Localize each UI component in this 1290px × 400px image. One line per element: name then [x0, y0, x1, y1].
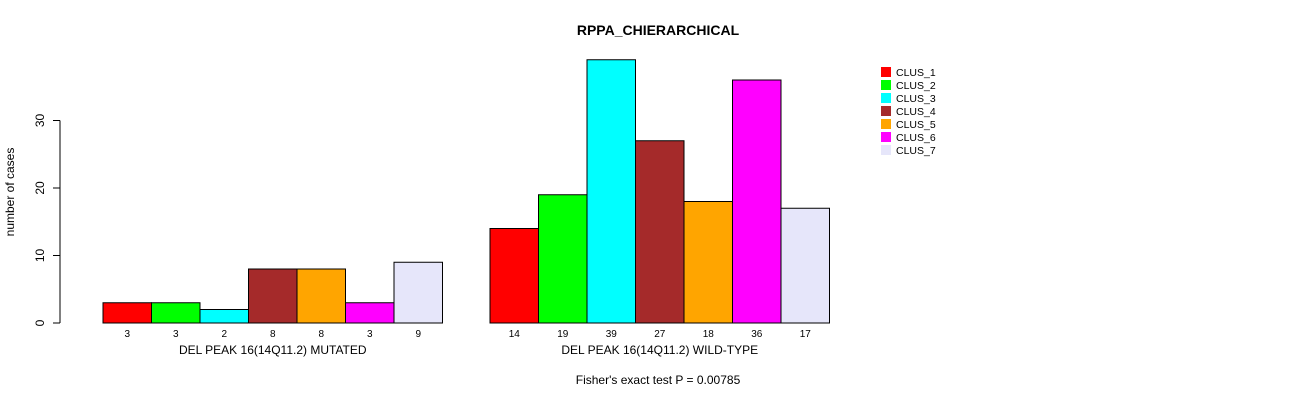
legend-label: CLUS_4 — [896, 106, 936, 118]
legend-label: CLUS_3 — [896, 93, 936, 105]
legend-label: CLUS_6 — [896, 132, 936, 144]
bar-clus-1 — [489, 228, 539, 324]
group-label: DEL PEAK 16(14Q11.2) MUTATED — [179, 343, 367, 357]
bar-count-label: 36 — [751, 329, 763, 340]
bars — [102, 59, 830, 324]
bar-count-label: 18 — [703, 329, 715, 340]
bar-count-label: 8 — [270, 329, 276, 340]
legend-item: CLUS_1 — [881, 67, 936, 79]
legend-label: CLUS_1 — [896, 67, 936, 79]
legend-label: CLUS_5 — [896, 119, 936, 131]
bar-clus-7 — [780, 207, 830, 324]
fisher-test-footnote: Fisher's exact test P = 0.00785 — [576, 373, 741, 387]
bar-count-label: 27 — [654, 329, 666, 340]
legend-swatch — [881, 119, 891, 129]
y-axis: 0 10 20 30 — [33, 114, 61, 326]
y-axis-label: number of cases — [3, 148, 17, 237]
legend-swatch — [881, 80, 891, 90]
legend-item: CLUS_2 — [881, 80, 936, 92]
bar-clus-2 — [538, 194, 588, 324]
bar-count-label: 8 — [318, 329, 324, 340]
bar-clus-7 — [393, 261, 443, 324]
bar-count-label: 39 — [606, 329, 618, 340]
chart-title: RPPA_CHIERARCHICAL — [577, 22, 740, 38]
bar-clus-3 — [586, 59, 636, 324]
legend-swatch — [881, 93, 891, 103]
legend-label: CLUS_7 — [896, 145, 936, 157]
group-label: DEL PEAK 16(14Q11.2) WILD-TYPE — [561, 343, 758, 357]
legend-swatch — [881, 67, 891, 77]
bar-clus-4 — [248, 268, 298, 324]
legend-item: CLUS_3 — [881, 93, 936, 105]
y-tick-label: 0 — [33, 319, 47, 326]
legend-item: CLUS_4 — [881, 106, 936, 118]
bar-clus-5 — [296, 268, 346, 324]
y-tick-label: 20 — [33, 181, 47, 195]
bar-clus-5 — [683, 201, 733, 324]
legend-swatch — [881, 106, 891, 116]
bar-count-label: 19 — [557, 329, 569, 340]
legend: CLUS_1CLUS_2CLUS_3CLUS_4CLUS_5CLUS_6CLUS… — [881, 67, 936, 157]
bar-clus-1 — [102, 302, 152, 324]
bar-clus-2 — [151, 302, 201, 324]
legend-swatch — [881, 132, 891, 142]
bar-count-label: 3 — [367, 329, 373, 340]
bar-count-label: 9 — [415, 329, 421, 340]
legend-item: CLUS_5 — [881, 119, 936, 131]
bar-clus-6 — [345, 302, 395, 324]
bar-count-label: 3 — [124, 329, 130, 340]
bar-count-label: 3 — [173, 329, 179, 340]
y-tick-label: 10 — [33, 249, 47, 263]
bar-clus-4 — [635, 140, 685, 324]
legend-swatch — [881, 145, 891, 155]
bar-count-label: 17 — [800, 329, 812, 340]
legend-item: CLUS_6 — [881, 132, 936, 144]
y-tick-label: 30 — [33, 114, 47, 128]
bar-count-label: 14 — [509, 329, 521, 340]
bar-clus-6 — [732, 79, 782, 324]
legend-item: CLUS_7 — [881, 145, 936, 157]
bar-clus-3 — [199, 309, 249, 324]
bar-count-label: 2 — [221, 329, 227, 340]
legend-label: CLUS_2 — [896, 80, 936, 92]
